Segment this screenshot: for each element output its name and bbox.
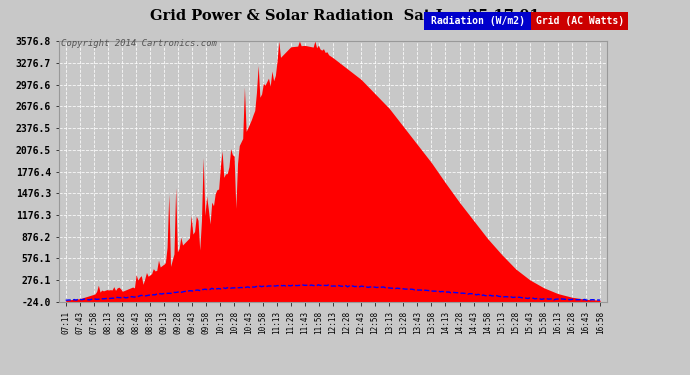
Text: Copyright 2014 Cartronics.com: Copyright 2014 Cartronics.com	[61, 39, 217, 48]
Text: Grid Power & Solar Radiation  Sat Jan 25 17:01: Grid Power & Solar Radiation Sat Jan 25 …	[150, 9, 540, 23]
Text: Radiation (W/m2): Radiation (W/m2)	[431, 16, 525, 26]
Text: Grid (AC Watts): Grid (AC Watts)	[535, 16, 624, 26]
